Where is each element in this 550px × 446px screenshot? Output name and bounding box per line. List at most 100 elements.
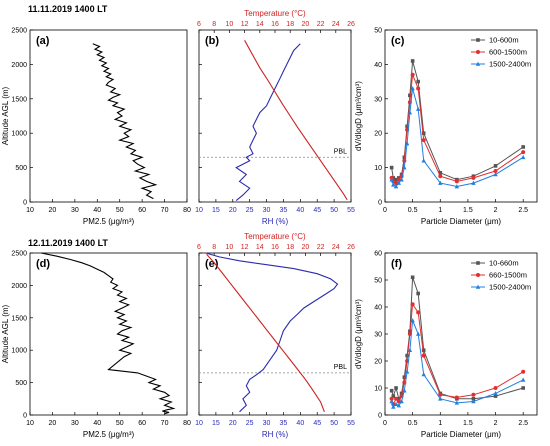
data-point-triangle bbox=[421, 372, 426, 377]
x2-tick-label: 6 bbox=[197, 244, 201, 251]
legend-marker bbox=[476, 38, 480, 42]
data-point-square bbox=[521, 386, 525, 390]
panel-label: (d) bbox=[36, 258, 50, 270]
x-tick-label: 20 bbox=[49, 207, 57, 214]
legend-label: 600-1500m bbox=[489, 48, 527, 57]
data-point-triangle bbox=[438, 396, 443, 401]
x2-tick-label: 22 bbox=[317, 21, 325, 28]
plot-frame bbox=[198, 29, 352, 203]
x-tick-label: 10 bbox=[26, 420, 34, 427]
data-point-triangle bbox=[407, 110, 413, 115]
data-point-triangle bbox=[471, 399, 476, 404]
y-tick-label: 20 bbox=[374, 131, 382, 138]
data-point-circle bbox=[438, 174, 443, 179]
pm25-profile-line bbox=[92, 43, 158, 200]
x2-tick-label: 8 bbox=[212, 21, 216, 28]
x2-tick-label: 8 bbox=[212, 244, 216, 251]
legend-label: 1500-2400m bbox=[489, 60, 531, 69]
x-tick-label: 50 bbox=[116, 207, 124, 214]
y-tick-label: 40 bbox=[374, 305, 382, 312]
x-tick-label: 55 bbox=[347, 207, 355, 214]
data-point-triangle bbox=[410, 86, 415, 91]
plot-frame bbox=[29, 252, 188, 416]
y-tick-label: 2500 bbox=[11, 28, 27, 35]
y-tick-label: 0 bbox=[23, 413, 27, 420]
data-point-square bbox=[421, 348, 426, 352]
x2-tick-label: 10 bbox=[226, 244, 234, 251]
x2-tick-label: 16 bbox=[271, 21, 279, 28]
data-point-triangle bbox=[396, 403, 402, 408]
x-tick-label: 15 bbox=[212, 207, 220, 214]
y-axis-label: dV/dlogD (μm³/cm³) bbox=[354, 299, 363, 369]
y-tick-label: 500 bbox=[15, 380, 27, 387]
data-point-circle bbox=[493, 386, 498, 390]
y-axis-label: Altitude AGL (m) bbox=[1, 304, 10, 363]
data-point-square bbox=[410, 59, 415, 63]
legend-label: 10-600m bbox=[489, 36, 519, 45]
data-point-triangle bbox=[393, 184, 399, 189]
data-point-square bbox=[493, 164, 498, 168]
y-tick-label: 1000 bbox=[11, 348, 27, 355]
panel-0: (a) 10 20 30 40 50 60 70 80 PM2.5 (μg/m³) 0 500 1000… bbox=[1, 28, 191, 227]
data-point-square bbox=[408, 93, 412, 98]
x-axis-label: Particle Diameter (μm) bbox=[421, 217, 502, 226]
data-point-triangle bbox=[520, 154, 526, 160]
data-point-circle bbox=[416, 86, 421, 91]
x-axis-label: PM2.5 (μg/m³) bbox=[83, 430, 135, 439]
data-point-triangle bbox=[399, 399, 404, 404]
x2-tick-label: 18 bbox=[286, 244, 294, 251]
x-tick-label: 1.5 bbox=[463, 207, 473, 214]
panel-label: (e) bbox=[205, 258, 219, 270]
x-tick-label: 20 bbox=[229, 420, 237, 427]
data-point-triangle bbox=[389, 399, 394, 404]
data-point-circle bbox=[454, 395, 459, 400]
x2-tick-label: 10 bbox=[226, 21, 234, 28]
row-title-1: 11.11.2019 1400 LT bbox=[28, 4, 108, 14]
x-tick-label: 0 bbox=[383, 420, 387, 427]
x-tick-label: 60 bbox=[138, 207, 146, 214]
x2-tick-label: 14 bbox=[256, 21, 264, 28]
x2-tick-label: 6 bbox=[197, 21, 201, 28]
data-point-circle bbox=[410, 72, 415, 77]
x-tick-label: 30 bbox=[71, 420, 79, 427]
data-point-circle bbox=[421, 138, 426, 143]
y-tick-label: 2500 bbox=[11, 251, 27, 258]
y-tick-label: 0 bbox=[23, 200, 27, 207]
data-point-square bbox=[405, 353, 409, 358]
y-tick-label: 1500 bbox=[11, 96, 27, 103]
panel-label: (f) bbox=[391, 258, 402, 270]
y-tick-label: 10 bbox=[374, 386, 382, 393]
x-tick-label: 45 bbox=[313, 207, 321, 214]
x-axis-label: RH (%) bbox=[262, 430, 289, 439]
data-point-square bbox=[410, 275, 415, 280]
data-point-triangle bbox=[389, 177, 394, 182]
y-tick-label: 0 bbox=[378, 200, 382, 207]
x-tick-label: 55 bbox=[347, 420, 355, 427]
data-point-circle bbox=[521, 150, 526, 155]
data-point-triangle bbox=[396, 180, 402, 185]
pbl-label: PBL bbox=[334, 148, 347, 155]
data-point-square bbox=[389, 388, 394, 393]
series-line-1 bbox=[391, 74, 524, 184]
y-tick-label: 0 bbox=[378, 413, 382, 420]
y-tick-label: 20 bbox=[374, 359, 382, 366]
data-point-circle bbox=[394, 396, 399, 401]
x-tick-label: 50 bbox=[116, 420, 124, 427]
data-point-square bbox=[416, 79, 420, 84]
data-point-square bbox=[391, 394, 396, 398]
data-point-square bbox=[493, 394, 498, 398]
panel-2: (c) 0 0.5 1 1.5 2 2.5 Particle Diameter (μm) 0 10… bbox=[354, 28, 538, 226]
data-point-triangle bbox=[407, 347, 413, 352]
x2-tick-label: 20 bbox=[302, 244, 310, 251]
data-point-circle bbox=[493, 169, 498, 174]
x-tick-label: 2.5 bbox=[518, 420, 528, 427]
data-point-triangle bbox=[410, 318, 415, 323]
data-point-triangle bbox=[421, 158, 426, 163]
x-tick-label: 10 bbox=[26, 207, 34, 214]
y-tick-label: 10 bbox=[374, 165, 382, 172]
y-tick-label: 2000 bbox=[11, 62, 27, 69]
data-point-triangle bbox=[399, 177, 404, 182]
y-tick-label: 30 bbox=[374, 96, 382, 103]
x2-tick-label: 24 bbox=[332, 244, 340, 251]
data-point-square bbox=[389, 165, 394, 170]
